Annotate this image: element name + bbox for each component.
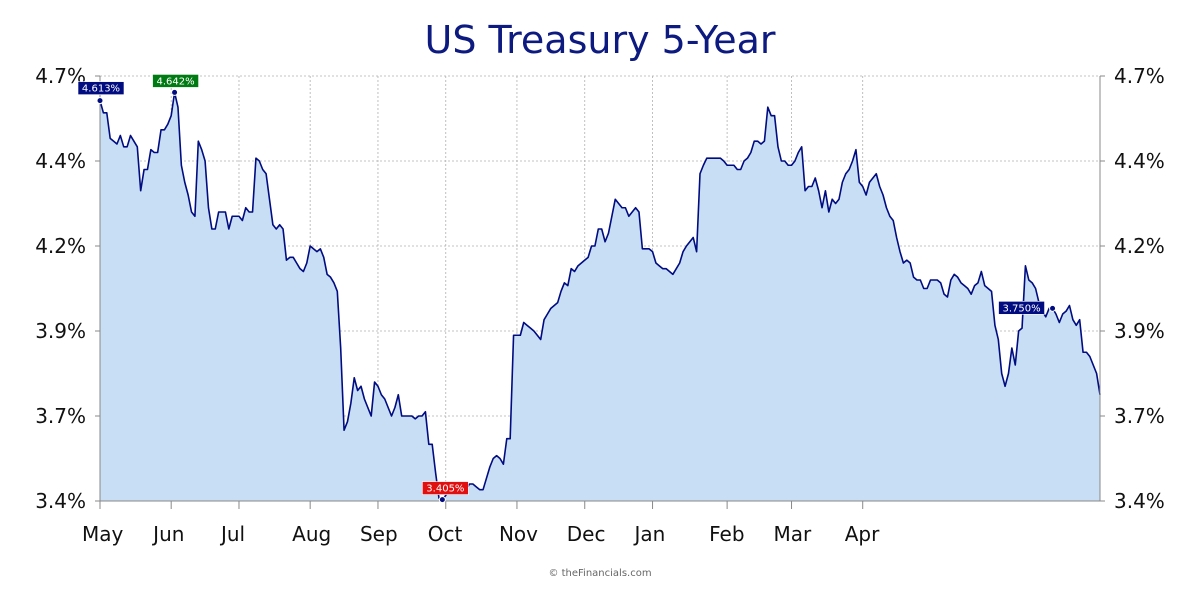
y-tick-label-left: 3.7% [35, 404, 86, 428]
value-callout: 3.405% [422, 481, 469, 504]
y-axis-right: 3.4% 3.7% 3.9% 4.2% 4.4% 4.7% [1100, 64, 1165, 513]
value-callouts: 4.613% 4.642% 3.405% 3.750% [77, 74, 1057, 504]
plot-frame [99, 76, 1101, 502]
callout-box [422, 481, 469, 495]
x-tick-label: Feb [709, 522, 744, 546]
x-axis: May Jun Jul Aug Sep Oct Nov Dec Jan Feb Mar Apr [82, 501, 880, 546]
y-tick-label-left: 4.4% [35, 149, 86, 173]
y-tick-label-right: 4.2% [1114, 234, 1165, 258]
callout-box [77, 81, 125, 95]
y-axis-left: 3.4% 3.7% 3.9% 4.2% 4.4% 4.7% [35, 64, 100, 513]
callout-marker [438, 496, 446, 504]
y-tick-label-right: 3.9% [1114, 319, 1165, 343]
y-tick-label-left: 3.4% [35, 489, 86, 513]
y-tick-label-right: 4.4% [1114, 149, 1165, 173]
value-callout: 3.750% [998, 301, 1057, 315]
x-tick-label: Apr [845, 522, 880, 546]
callout-box [152, 74, 199, 88]
callout-label: 3.405% [426, 484, 464, 495]
series-area-fill [100, 92, 1100, 502]
callout-marker [1049, 304, 1057, 312]
x-tick-label: Jan [633, 522, 666, 546]
callout-marker [171, 88, 179, 96]
y-tick-label-left: 4.7% [35, 64, 86, 88]
y-tick-label-left: 3.9% [35, 319, 86, 343]
x-tick-label: Dec [567, 522, 606, 546]
value-callout: 4.613% [77, 81, 125, 105]
chart-title: US Treasury 5-Year [424, 18, 776, 62]
x-tick-label: Oct [428, 522, 463, 546]
x-tick-label: Nov [499, 522, 538, 546]
callout-marker [96, 97, 104, 105]
x-tick-label: Sep [360, 522, 398, 546]
value-callout: 4.642% [152, 74, 199, 96]
callout-label: 4.613% [82, 84, 120, 95]
y-tick-label-right: 3.7% [1114, 404, 1165, 428]
y-tick-label-right: 3.4% [1114, 489, 1165, 513]
x-tick-label: Aug [292, 522, 331, 546]
credit-text: © theFinancials.com [548, 568, 652, 579]
x-tick-label: Jun [151, 522, 184, 546]
callout-label: 4.642% [157, 76, 195, 87]
x-tick-label: Jul [219, 522, 245, 546]
y-tick-label-left: 4.2% [35, 234, 86, 258]
callout-box [998, 301, 1045, 315]
x-tick-label: May [82, 522, 124, 546]
callout-label: 3.750% [1002, 303, 1040, 314]
series-line [99, 91, 1101, 501]
y-tick-label-right: 4.7% [1114, 64, 1165, 88]
x-tick-label: Mar [774, 522, 813, 546]
